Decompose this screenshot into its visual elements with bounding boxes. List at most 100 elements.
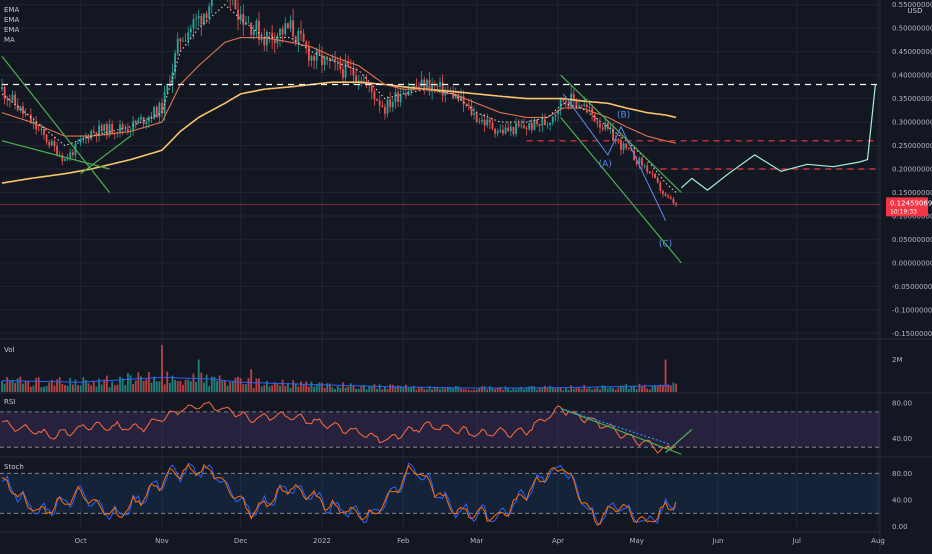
candle-body <box>565 101 567 103</box>
volume-bar <box>22 384 24 392</box>
volume-bar <box>337 386 339 392</box>
candle-body <box>14 95 16 105</box>
volume-bar <box>497 388 499 392</box>
volume-bar <box>292 380 294 392</box>
candle-body <box>324 57 326 65</box>
volume-bar <box>531 386 533 392</box>
volume-bar <box>465 389 467 392</box>
legend-ema-1[interactable]: EMA <box>4 5 19 15</box>
volume-bar <box>33 386 35 392</box>
candle-body <box>505 128 507 134</box>
bar-countdown: 10:19:33 <box>890 208 917 215</box>
volume-bar <box>111 382 113 392</box>
candle-body <box>158 103 160 117</box>
candle-body <box>153 107 155 119</box>
candle-body <box>326 57 328 58</box>
volume-bar <box>216 381 218 392</box>
volume-bar <box>507 388 509 392</box>
volume-bar <box>489 386 491 392</box>
price-tick-label: 0.50000000 <box>892 25 932 33</box>
candle-body <box>48 142 50 145</box>
volume-bar <box>471 390 473 392</box>
candle-body <box>164 92 166 113</box>
candle-body <box>662 191 664 194</box>
time-tick-label: Feb <box>397 537 410 545</box>
volume-bar <box>305 381 307 392</box>
candle-body <box>376 99 378 101</box>
volume-bar <box>625 384 627 392</box>
candle-body <box>250 22 252 34</box>
volume-bar <box>392 385 394 392</box>
volume-bar <box>468 390 470 392</box>
candle-body <box>193 19 195 28</box>
candle-body <box>494 129 496 134</box>
candle-body <box>119 124 121 132</box>
candle-body <box>439 82 441 87</box>
volume-bar <box>444 388 446 392</box>
legend-ma[interactable]: MA <box>4 35 19 45</box>
volume-bar <box>122 378 124 392</box>
volume-bar <box>19 376 21 392</box>
candle-body <box>604 123 606 129</box>
volume-bar <box>374 384 376 392</box>
candle-body <box>22 106 24 114</box>
volume-bar <box>114 385 116 392</box>
volume-bar <box>573 389 575 392</box>
volume-pane-label[interactable]: Vol <box>4 346 14 354</box>
candle-body <box>473 113 475 115</box>
candle-body <box>384 107 386 114</box>
candle-body <box>400 94 402 102</box>
volume-bar <box>153 377 155 392</box>
legend-ema-3[interactable]: EMA <box>4 25 19 35</box>
time-tick-label: Jun <box>712 537 724 545</box>
volume-bar <box>332 387 334 392</box>
volume-bar <box>106 376 108 392</box>
volume-bar <box>628 389 630 392</box>
volume-bar <box>389 384 391 392</box>
candle-body <box>476 113 478 122</box>
time-tick-label: Nov <box>155 537 169 545</box>
volume-bar <box>610 387 612 392</box>
rsi-tick-label: 40.00 <box>892 435 912 443</box>
candle-body <box>617 139 619 140</box>
volume-bar <box>9 381 11 392</box>
volume-bar <box>300 381 302 392</box>
volume-bar <box>174 380 176 392</box>
volume-bar <box>240 378 242 392</box>
volume-bar <box>554 389 556 392</box>
volume-bar <box>59 377 61 392</box>
volume-bar <box>245 384 247 392</box>
volume-bar <box>88 383 90 392</box>
candle-body <box>539 124 541 126</box>
volume-bar <box>30 387 32 392</box>
candle-body <box>515 123 517 134</box>
volume-bar <box>253 388 255 392</box>
candle-body <box>531 123 533 130</box>
candle-body <box>670 197 672 198</box>
candle-body <box>492 122 494 128</box>
stoch-pane-label[interactable]: Stoch <box>4 463 24 471</box>
candle-body <box>308 47 310 61</box>
volume-bar <box>308 386 310 392</box>
volume-bar <box>324 388 326 392</box>
volume-bar <box>156 381 158 392</box>
volume-bar <box>269 386 271 392</box>
candle-body <box>502 130 504 134</box>
volume-bar <box>366 390 368 392</box>
volume-bar <box>190 381 192 392</box>
candle-body <box>6 98 8 100</box>
candle-body <box>124 129 126 130</box>
candle-body <box>156 107 158 117</box>
volume-bar <box>633 386 635 392</box>
volume-bar <box>536 390 538 392</box>
volume-bar <box>290 388 292 392</box>
price-tick-label: 0.45000000 <box>892 48 932 56</box>
candle-body <box>392 102 394 107</box>
volume-bar <box>116 385 118 392</box>
legend-ema-2[interactable]: EMA <box>4 15 19 25</box>
candle-body <box>177 39 179 54</box>
price-tick-label: 0.40000000 <box>892 72 932 80</box>
rsi-pane-label[interactable]: RSI <box>4 398 15 406</box>
volume-bar <box>25 381 27 392</box>
